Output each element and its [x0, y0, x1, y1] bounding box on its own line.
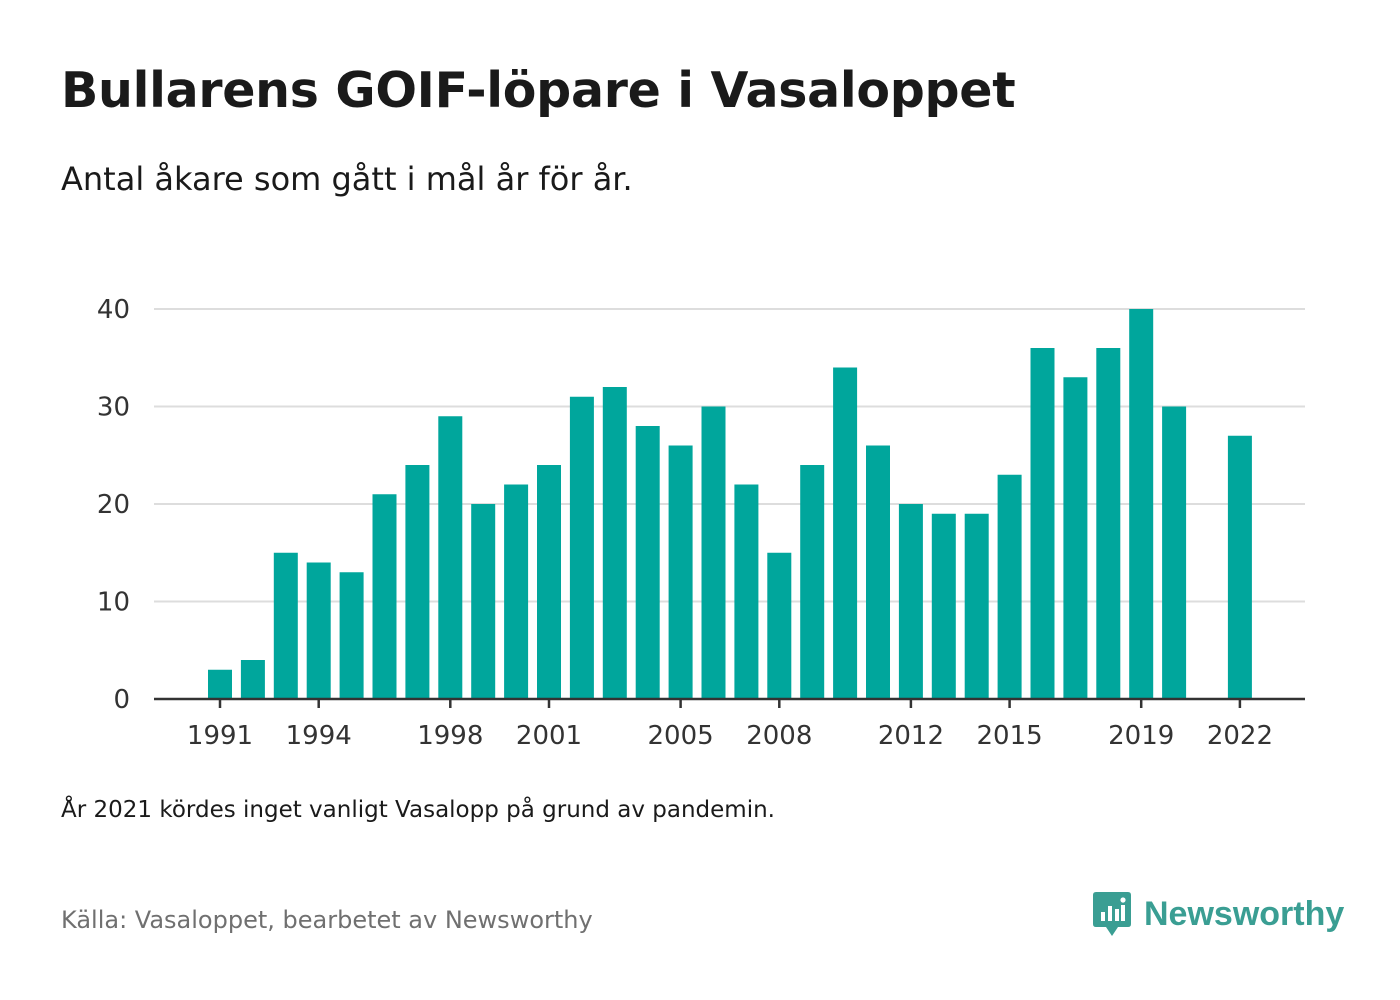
bar-2006 [701, 406, 726, 699]
bars [208, 309, 1252, 699]
bar-2005 [668, 445, 693, 699]
tick-labels: 0 10 20 30 40 1991 1994 1998 2001 2005 2008 2012 201… [97, 295, 1273, 751]
bar-1998 [438, 416, 463, 699]
bar-2003 [602, 387, 627, 699]
newsworthy-logo-icon [1093, 892, 1131, 936]
y-tick-label: 0 [113, 685, 130, 715]
x-tick-label: 2012 [878, 721, 944, 751]
bar-2002 [569, 396, 594, 699]
bar-2004 [635, 426, 660, 699]
bar-2018 [1096, 348, 1121, 699]
x-tick-label: 2019 [1108, 721, 1174, 751]
bar-2017 [1063, 377, 1088, 699]
bar-2010 [833, 367, 858, 699]
bar-2008 [767, 552, 792, 699]
x-tick-label: 1998 [417, 721, 483, 751]
axes [154, 697, 1305, 708]
x-tick-label: 1991 [187, 721, 253, 751]
x-tick-label: 2005 [648, 721, 714, 751]
bar-2013 [931, 513, 956, 699]
x-tick-label: 2022 [1207, 721, 1273, 751]
bar-2009 [800, 465, 825, 699]
bar-1994 [306, 562, 331, 699]
bar-2007 [734, 484, 759, 699]
y-tick-label: 40 [97, 295, 130, 325]
bar-1992 [240, 660, 265, 699]
x-tick-label: 2008 [746, 721, 812, 751]
y-tick-label: 30 [97, 393, 130, 423]
bar-2000 [504, 484, 529, 699]
bar-1996 [372, 494, 397, 699]
bar-1991 [208, 669, 232, 699]
chart-subtitle: Antal åkare som gått i mål år för år. [61, 160, 633, 198]
bar-1999 [471, 504, 496, 699]
x-tick-label: 2015 [977, 721, 1043, 751]
bar-2014 [964, 513, 989, 699]
bar-2016 [1030, 348, 1055, 699]
x-tick-label: 1994 [286, 721, 352, 751]
y-tick-label: 20 [97, 490, 130, 520]
source-text: Källa: Vasaloppet, bearbetet av Newswort… [61, 906, 593, 934]
chart-note: År 2021 kördes inget vanligt Vasalopp på… [61, 797, 775, 823]
newsworthy-brand: Newsworthy [1092, 890, 1344, 938]
bar-2015 [997, 474, 1022, 699]
brand-name: Newsworthy [1144, 894, 1345, 933]
x-tick-label: 2001 [516, 721, 582, 751]
bar-2022 [1227, 435, 1252, 699]
bar-1997 [405, 465, 430, 699]
chart-title: Bullarens GOIF-löpare i Vasaloppet [61, 62, 1016, 119]
bar-2019 [1129, 309, 1154, 699]
bar-2012 [898, 504, 923, 699]
bar-2011 [866, 445, 890, 699]
bar-chart: 0 10 20 30 40 1991 1994 1998 2001 2005 2008 2012 201… [97, 295, 1305, 751]
bar-1993 [273, 552, 298, 699]
bar-1995 [339, 572, 364, 699]
bar-2001 [537, 465, 561, 699]
y-tick-label: 10 [97, 588, 130, 618]
bar-2020 [1162, 406, 1187, 699]
